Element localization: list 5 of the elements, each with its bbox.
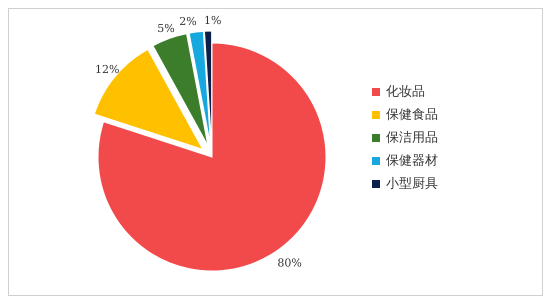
legend-label: 保洁用品 (386, 130, 438, 146)
legend-label: 保健器材 (386, 153, 438, 168)
legend-label: 保健食品 (386, 107, 438, 122)
legend-label: 小型厨具 (386, 176, 438, 192)
legend-label: 化妆品 (386, 84, 425, 100)
